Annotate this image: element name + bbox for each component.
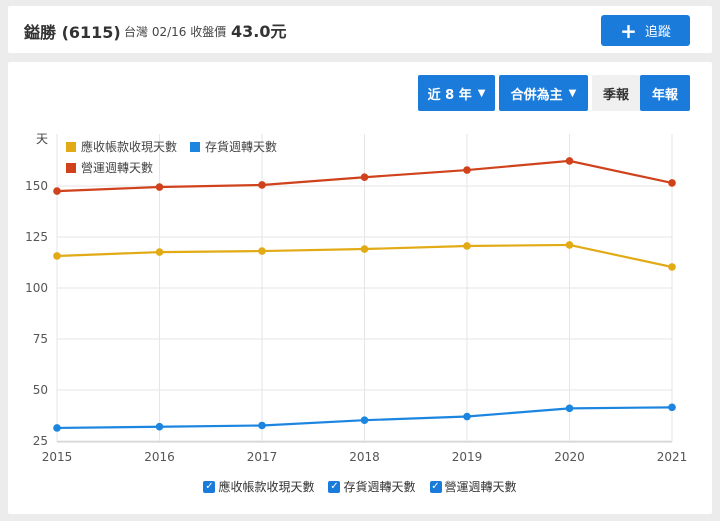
data-point[interactable] xyxy=(565,241,574,249)
data-point[interactable] xyxy=(155,422,164,431)
range-label: 近 8 年 xyxy=(427,87,472,103)
series-toggle[interactable]: ✓ 存貨週轉天數 xyxy=(328,478,416,495)
tab-annual-label: 年報 xyxy=(651,87,678,103)
data-point[interactable] xyxy=(668,179,676,187)
tab-quarterly[interactable]: 季報 xyxy=(592,75,640,111)
checkbox-icon[interactable]: ✓ xyxy=(429,480,442,493)
data-point[interactable] xyxy=(53,187,61,195)
data-point[interactable] xyxy=(565,157,574,165)
stock-header: 鎰勝 (6115) 台灣 02/16 收盤價 43.0元 + 追蹤 xyxy=(8,6,712,53)
plus-icon: + xyxy=(620,18,637,43)
chevron-down-icon: ▼ xyxy=(568,87,577,99)
legend-label: 存貨週轉天數 xyxy=(205,139,277,154)
x-tick-label: 2015 xyxy=(42,450,73,464)
legend-label: 應收帳款收現天數 xyxy=(81,139,177,154)
x-tick-label: 2016 xyxy=(144,450,175,464)
x-tick-label: 2018 xyxy=(349,450,380,464)
axes: 25 50 75 100 125 150 2015 2016 2017 2018 2019 2020 2… xyxy=(25,132,687,464)
stock-price: 43.0元 xyxy=(231,22,287,41)
series-toggle[interactable]: ✓ 應收帳款收現天數 xyxy=(203,478,314,495)
legend-swatch xyxy=(66,163,76,173)
data-point[interactable] xyxy=(258,421,266,430)
data-point[interactable] xyxy=(53,252,61,260)
checkbox-icon[interactable]: ✓ xyxy=(328,480,341,493)
legend-label: 營運週轉天數 xyxy=(81,161,153,175)
y-tick-label: 50 xyxy=(33,383,48,397)
data-point[interactable] xyxy=(360,245,369,253)
series-toggle-label: 存貨週轉天數 xyxy=(343,480,416,494)
legend-swatch xyxy=(66,142,76,152)
legend-swatch xyxy=(190,142,200,152)
market-label: 台灣 xyxy=(124,25,149,39)
data-point[interactable] xyxy=(258,181,266,189)
data-point[interactable] xyxy=(463,242,471,250)
series-lines xyxy=(53,157,676,432)
stock-name: 鎰勝 (6115) xyxy=(24,23,121,42)
y-tick-label: 75 xyxy=(33,332,48,346)
tab-quarterly-label: 季報 xyxy=(602,87,629,103)
data-point[interactable] xyxy=(360,173,369,182)
data-point[interactable] xyxy=(155,248,164,256)
y-tick-label: 125 xyxy=(25,230,48,244)
x-tick-label: 2021 xyxy=(657,450,688,464)
y-tick-label: 150 xyxy=(25,179,48,193)
checkbox-icon[interactable]: ✓ xyxy=(203,480,216,493)
series-toggle-label: 營運週轉天數 xyxy=(444,480,517,494)
data-point[interactable] xyxy=(463,166,471,174)
data-point[interactable] xyxy=(463,412,471,421)
stock-meta: 台灣 02/16 收盤價 xyxy=(124,23,226,40)
data-point[interactable] xyxy=(565,404,574,413)
consolidation-dropdown[interactable]: 合併為主 ▼ xyxy=(499,75,588,111)
y-tick-label: 25 xyxy=(33,434,48,448)
data-point[interactable] xyxy=(155,183,164,191)
track-button-label: 追蹤 xyxy=(644,25,671,40)
data-point[interactable] xyxy=(258,247,266,255)
x-tick-label: 2019 xyxy=(452,450,483,464)
series-toggle-legend: ✓ 應收帳款收現天數 ✓ 存貨週轉天數 ✓ 營運週轉天數 xyxy=(0,478,720,495)
data-point[interactable] xyxy=(668,403,676,412)
consolidation-label: 合併為主 xyxy=(510,87,563,103)
data-point[interactable] xyxy=(360,416,369,424)
data-point[interactable] xyxy=(668,263,676,271)
x-tick-label: 2020 xyxy=(554,450,585,464)
chevron-down-icon: ▼ xyxy=(477,87,486,99)
price-label: 收盤價 xyxy=(190,25,227,39)
y-axis-label: 天 xyxy=(36,132,48,146)
data-point[interactable] xyxy=(53,424,61,432)
x-tick-label: 2017 xyxy=(247,450,278,464)
series-toggle[interactable]: ✓ 營運週轉天數 xyxy=(429,478,517,495)
date-label: 02/16 xyxy=(151,25,187,39)
series-toggle-label: 應收帳款收現天數 xyxy=(218,480,315,494)
tab-annual[interactable]: 年報 xyxy=(640,75,690,111)
track-button[interactable]: + 追蹤 xyxy=(601,15,690,46)
range-dropdown[interactable]: 近 8 年 ▼ xyxy=(418,75,495,111)
y-tick-label: 100 xyxy=(25,281,48,295)
